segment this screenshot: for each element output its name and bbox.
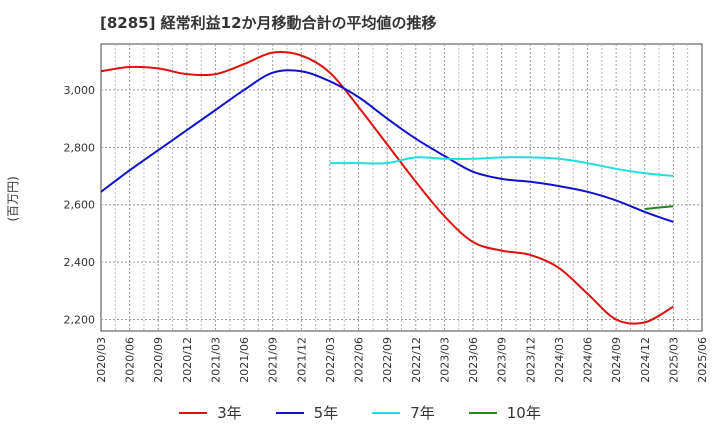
legend-item: 3年: [179, 402, 242, 423]
x-tick-label: 2024/03: [553, 337, 566, 383]
x-tick-label: 2023/12: [524, 337, 537, 383]
legend-label: 10年: [506, 404, 541, 422]
y-tick-label: 2,600: [64, 199, 96, 212]
series-line-3年: [100, 50, 674, 325]
x-tick-label: 2024/09: [610, 337, 623, 383]
x-tick-label: 2020/06: [124, 337, 137, 383]
legend-label: 7年: [410, 404, 435, 422]
legend-label: 5年: [313, 404, 339, 422]
legend-item: 10年: [468, 402, 541, 423]
legend-item: 5年: [275, 402, 339, 423]
legend: 3年 5年 7年 10年: [0, 402, 720, 423]
x-tick-label: 2020/09: [152, 337, 165, 383]
series-line-10年: [644, 205, 674, 210]
x-tick-label: 2023/09: [496, 337, 509, 383]
x-tick-label: 2022/06: [353, 337, 366, 383]
y-tick-label: 2,400: [64, 256, 96, 269]
x-tick-label: 2025/06: [696, 337, 709, 383]
legend-swatch: [275, 411, 304, 414]
x-tick-label: 2024/06: [582, 337, 595, 383]
series-line-7年: [330, 156, 674, 177]
x-tick-label: 2020/03: [95, 337, 108, 383]
y-tick-label: 3,000: [64, 84, 96, 97]
y-tick-label: 2,200: [64, 314, 96, 327]
x-tick-label: 2021/03: [209, 337, 222, 383]
x-tick-label: 2020/12: [181, 337, 194, 383]
legend-label: 3年: [217, 404, 242, 422]
line-chart: 2020/03 2020/06 2020/09 2020/12 2021/03 2021/…: [64, 43, 709, 383]
x-tick-label: 2022/12: [410, 337, 423, 383]
plot-area: [100, 43, 703, 332]
legend-swatch: [179, 411, 208, 414]
x-tick-label: 2023/03: [438, 337, 451, 383]
x-tick-label: 2025/03: [667, 337, 680, 383]
x-tick-label: 2021/06: [238, 337, 251, 383]
y-tick-label: 2,800: [64, 141, 96, 154]
x-tick-label: 2022/03: [324, 337, 337, 383]
series-line-5年: [100, 69, 674, 223]
x-tick-label: 2023/06: [467, 337, 480, 383]
x-tick-label: 2021/09: [267, 337, 280, 383]
legend-item: 7年: [372, 402, 435, 423]
x-tick-label: 2022/09: [381, 337, 394, 383]
chart-title: [8285] 経常利益12か月移動合計の平均値の推移: [100, 14, 437, 32]
legend-swatch: [372, 411, 401, 414]
legend-swatch: [468, 411, 497, 414]
x-tick-label: 2021/12: [295, 337, 308, 383]
x-tick-label: 2024/12: [639, 337, 652, 383]
